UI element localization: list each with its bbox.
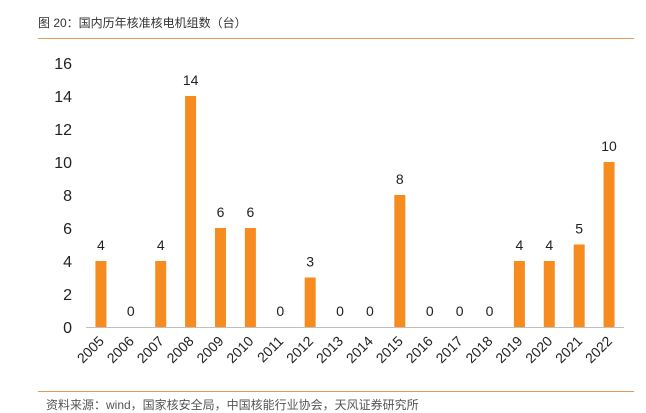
bar-2012	[304, 277, 316, 327]
y-tick-label: 14	[54, 89, 72, 106]
y-tick-label: 2	[63, 287, 72, 304]
data-label: 0	[426, 303, 434, 319]
source-divider	[38, 391, 634, 392]
bar-2021	[573, 244, 585, 327]
data-labels: 4 0 4 14 6 6 0 3 0 0 8 0 0 0 4 4 5 10	[97, 72, 617, 319]
bar-2015	[394, 195, 406, 327]
bars	[95, 96, 615, 327]
data-label: 0	[366, 303, 374, 319]
x-tick-label: 2007	[133, 333, 166, 366]
data-label: 4	[97, 237, 105, 253]
data-label: 4	[157, 237, 165, 253]
y-tick-label: 0	[63, 320, 72, 337]
x-tick-label: 2005	[74, 333, 107, 366]
x-tick-label: 2016	[402, 333, 435, 366]
data-label: 4	[515, 237, 523, 253]
y-tick-label: 12	[54, 122, 72, 139]
x-tick-label: 2010	[223, 333, 256, 366]
bar-2020	[543, 261, 555, 327]
bar-2007	[155, 261, 167, 327]
x-tick-label: 2015	[373, 333, 406, 366]
bar-2005	[95, 261, 107, 327]
bar-2022	[603, 162, 615, 327]
data-label: 8	[396, 171, 404, 187]
y-tick-label: 8	[63, 188, 72, 205]
data-label: 10	[601, 138, 617, 154]
bar-2019	[513, 261, 525, 327]
y-tick-label: 10	[54, 155, 72, 172]
x-tick-label: 2008	[163, 333, 196, 366]
x-tick-label: 2006	[104, 333, 137, 366]
x-tick-label: 2012	[283, 333, 316, 366]
figure-title: 图 20：国内历年核准核电机组数（台）	[38, 16, 247, 30]
x-tick-label: 2019	[492, 333, 525, 366]
y-axis: 0 2 4 6 8 10 12 14 16	[54, 56, 72, 337]
data-label: 0	[456, 303, 464, 319]
figure-source: 资料来源：wind，国家核安全局，中国核能行业协会，天风证券研究所	[46, 398, 419, 412]
x-tick-label: 2011	[254, 333, 287, 366]
x-tick-label: 2022	[582, 333, 615, 366]
data-label: 6	[217, 204, 225, 220]
x-tick-label: 2009	[193, 333, 226, 366]
x-tick-label: 2014	[343, 333, 376, 366]
data-label: 3	[306, 254, 314, 270]
y-tick-label: 6	[63, 221, 72, 238]
data-label: 0	[276, 303, 284, 319]
x-tick-label: 2021	[552, 333, 585, 366]
data-label: 0	[486, 303, 494, 319]
bar-2008	[185, 96, 197, 327]
title-divider	[38, 38, 634, 39]
x-tick-label: 2020	[522, 333, 555, 366]
data-label: 5	[575, 221, 583, 237]
data-label: 6	[246, 204, 254, 220]
x-axis: 2005200620072008200920102011201220132014…	[74, 333, 616, 366]
y-tick-label: 4	[63, 254, 72, 271]
bar-2009	[215, 228, 226, 327]
data-label: 0	[336, 303, 344, 319]
bar-2010	[244, 228, 256, 327]
x-tick-label: 2017	[432, 333, 465, 366]
data-label: 4	[545, 237, 553, 253]
data-label: 0	[127, 303, 135, 319]
y-tick-label: 16	[54, 56, 72, 73]
x-tick-label: 2013	[313, 333, 346, 366]
data-label: 14	[183, 72, 199, 88]
x-tick-label: 2018	[462, 333, 495, 366]
